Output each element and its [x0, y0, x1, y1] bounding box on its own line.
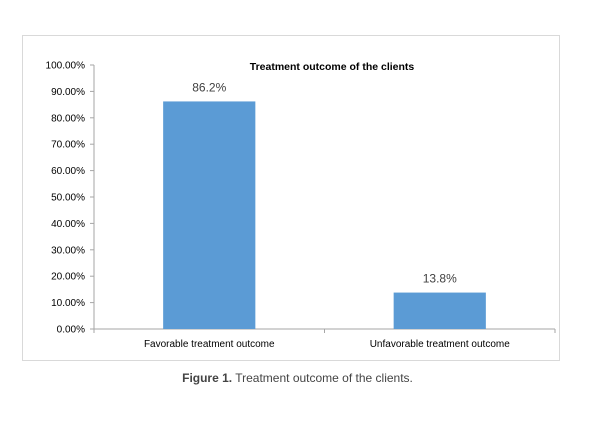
figure-caption: Figure 1. Treatment outcome of the clien… [0, 371, 595, 385]
y-tick-label: 70.00% [51, 140, 85, 151]
data-labels: 86.2% 13.8% [192, 80, 457, 285]
y-tick-label: 40.00% [51, 219, 85, 230]
bar-series [163, 101, 486, 329]
bar [393, 292, 486, 329]
x-axis-ticks: Favorable treatment outcome Unfavorable t… [93, 329, 556, 350]
data-label: 13.8% [423, 272, 457, 286]
y-tick-label: 50.00% [51, 193, 85, 204]
bar [163, 101, 256, 329]
x-tick-label: Unfavorable treatment outcome [370, 339, 511, 350]
caption-text: Treatment outcome of the clients. [232, 371, 413, 385]
y-tick-label: 90.00% [51, 87, 85, 98]
y-tick-label: 0.00% [57, 325, 85, 336]
y-axis-ticks: 0.00% 10.00% 20.00% 30.00% 40.00% 50.00% 60.00… [46, 61, 94, 336]
x-tick-label: Favorable treatment outcome [144, 339, 275, 350]
caption-label: Figure 1. [182, 371, 233, 385]
y-tick-label: 30.00% [51, 245, 85, 256]
chart-title: Treatment outcome of the clients [250, 61, 415, 73]
y-tick-label: 80.00% [51, 113, 85, 124]
data-label: 86.2% [192, 80, 226, 94]
y-tick-label: 60.00% [51, 166, 85, 177]
y-tick-label: 20.00% [51, 272, 85, 283]
y-tick-label: 100.00% [46, 61, 86, 72]
y-tick-label: 10.00% [51, 298, 85, 309]
